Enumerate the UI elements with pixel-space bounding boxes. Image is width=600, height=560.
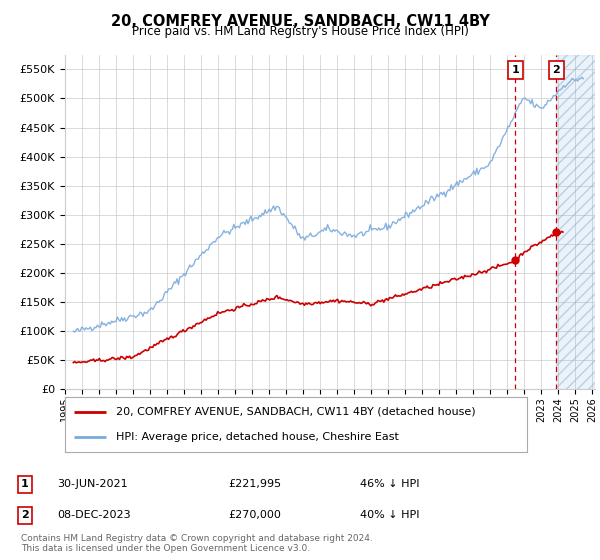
- Text: 1: 1: [21, 479, 29, 489]
- Text: HPI: Average price, detached house, Cheshire East: HPI: Average price, detached house, Ches…: [116, 432, 398, 442]
- Text: 30-JUN-2021: 30-JUN-2021: [57, 479, 128, 489]
- Bar: [556, 55, 595, 389]
- Text: £270,000: £270,000: [228, 510, 281, 520]
- Text: 1: 1: [511, 65, 519, 75]
- Bar: [556, 55, 595, 389]
- Text: 40% ↓ HPI: 40% ↓ HPI: [360, 510, 419, 520]
- Text: 08-DEC-2023: 08-DEC-2023: [57, 510, 131, 520]
- Text: 20, COMFREY AVENUE, SANDBACH, CW11 4BY (detached house): 20, COMFREY AVENUE, SANDBACH, CW11 4BY (…: [116, 407, 475, 417]
- Text: £221,995: £221,995: [228, 479, 281, 489]
- Text: 20, COMFREY AVENUE, SANDBACH, CW11 4BY: 20, COMFREY AVENUE, SANDBACH, CW11 4BY: [110, 14, 490, 29]
- Text: 46% ↓ HPI: 46% ↓ HPI: [360, 479, 419, 489]
- Text: 2: 2: [553, 65, 560, 75]
- Text: Price paid vs. HM Land Registry's House Price Index (HPI): Price paid vs. HM Land Registry's House …: [131, 25, 469, 38]
- Text: 2: 2: [21, 510, 29, 520]
- Text: Contains HM Land Registry data © Crown copyright and database right 2024.
This d: Contains HM Land Registry data © Crown c…: [21, 534, 373, 553]
